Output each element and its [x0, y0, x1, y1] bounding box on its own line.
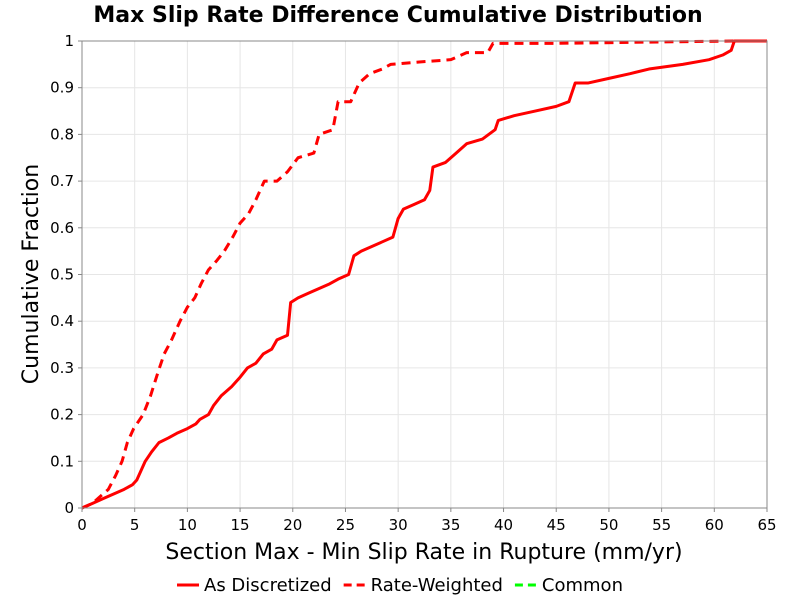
legend-label: Rate-Weighted — [371, 575, 503, 596]
y-tick-label: 0.3 — [50, 359, 74, 377]
legend-label: As Discretized — [204, 575, 332, 596]
x-tick-label: 55 — [652, 516, 671, 534]
x-axis-label: Section Max - Min Slip Rate in Rupture (… — [165, 540, 682, 565]
y-tick-label: 0 — [64, 499, 74, 517]
chart-container: Max Slip Rate Difference Cumulative Dist… — [0, 0, 800, 600]
y-tick-label: 0.6 — [50, 219, 74, 237]
x-tick-label: 25 — [336, 516, 355, 534]
x-tick-label: 35 — [441, 516, 460, 534]
legend-label: Common — [542, 575, 623, 596]
x-tick-label: 10 — [178, 516, 197, 534]
x-tick-label: 60 — [705, 516, 724, 534]
y-axis-label: Cumulative Fraction — [19, 164, 44, 384]
x-tick-label: 5 — [130, 516, 140, 534]
x-tick-label: 50 — [599, 516, 618, 534]
x-tick-label: 65 — [757, 516, 776, 534]
x-tick-label: 40 — [494, 516, 513, 534]
y-tick-label: 0.4 — [50, 312, 74, 330]
x-tick-label: 20 — [283, 516, 302, 534]
plot-area — [82, 41, 767, 508]
x-tick-label: 0 — [77, 516, 87, 534]
chart-title: Max Slip Rate Difference Cumulative Dist… — [93, 3, 702, 28]
legend: As Discretized Rate-Weighted Common — [177, 575, 623, 596]
x-tick-label: 30 — [389, 516, 408, 534]
y-tick-label: 0.7 — [50, 172, 74, 190]
y-tick-label: 0.1 — [50, 452, 74, 470]
y-tick-label: 0.5 — [50, 266, 74, 284]
y-tick-label: 0.9 — [50, 79, 74, 97]
y-tick-label: 0.8 — [50, 125, 74, 143]
cdf-chart: Max Slip Rate Difference Cumulative Dist… — [0, 0, 800, 600]
y-tick-label: 0.2 — [50, 406, 74, 424]
x-tick-label: 45 — [547, 516, 566, 534]
x-tick-label: 15 — [231, 516, 250, 534]
y-tick-label: 1 — [64, 32, 74, 50]
